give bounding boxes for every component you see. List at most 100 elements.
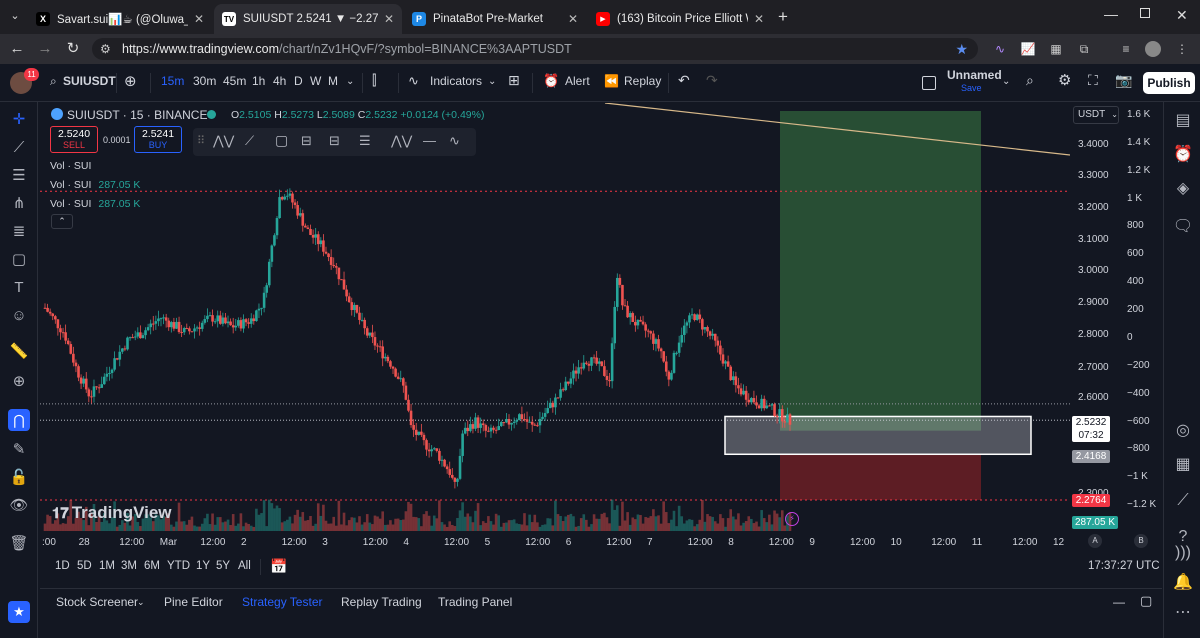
interval-w[interactable]: W bbox=[310, 74, 322, 88]
range-1m[interactable]: 1M bbox=[99, 560, 115, 572]
window-close-icon[interactable]: ✕ bbox=[1176, 7, 1188, 23]
replay-icon[interactable]: ⏪ bbox=[604, 74, 619, 88]
undo-icon[interactable]: ↶ bbox=[678, 72, 690, 88]
profile-avatar[interactable] bbox=[1145, 41, 1161, 57]
publish-button[interactable]: Publish bbox=[1143, 72, 1195, 94]
text-tool-icon[interactable]: T bbox=[14, 279, 24, 296]
browser-tab-tradingview[interactable]: TV SUIUSDT 2.5241 ▼ −2.27% Unn ✕ bbox=[214, 4, 402, 34]
collapse-legend-chevron-icon[interactable]: ⌃ bbox=[51, 214, 73, 229]
layout-checkbox-icon[interactable] bbox=[922, 76, 936, 90]
dots-menu-icon[interactable]: ⋯ bbox=[1175, 604, 1191, 621]
rectangle-shape-icon[interactable]: ▢ bbox=[11, 251, 27, 268]
watchlist-icon[interactable]: ▤ bbox=[1175, 112, 1191, 129]
tab-list-chevron-icon[interactable]: ⌄ bbox=[10, 10, 20, 22]
range-1y[interactable]: 1Y bbox=[196, 560, 211, 572]
pitchfork-icon[interactable]: ⋔ bbox=[12, 195, 26, 212]
indicators-button[interactable]: Indicators bbox=[430, 74, 483, 88]
interval-15m[interactable]: 15m bbox=[161, 74, 185, 88]
compare-symbol-icon[interactable]: ⊕ bbox=[124, 73, 137, 90]
new-tab-button[interactable]: + bbox=[778, 7, 788, 26]
auto-scale-toggle[interactable]: A bbox=[1088, 534, 1102, 548]
chart-symbol-title[interactable]: SUIUSDT · 15 · BINANCE bbox=[67, 108, 208, 122]
browser-menu-icon[interactable]: ⋮ bbox=[1176, 42, 1188, 56]
site-settings-icon[interactable]: ⚙ bbox=[100, 42, 111, 56]
chat-icon[interactable]: 🗨 bbox=[1172, 218, 1194, 235]
interval-45m[interactable]: 45m bbox=[223, 74, 247, 88]
elliott-wave-icon[interactable]: ⋀⋁ bbox=[213, 133, 235, 148]
symbol-search-icon[interactable]: ⌕ bbox=[50, 74, 57, 88]
range-6m[interactable]: 6M bbox=[144, 560, 160, 572]
price-range-icon[interactable]: ⊟ bbox=[329, 133, 340, 148]
quick-search-icon[interactable]: ⌕ bbox=[1026, 72, 1034, 88]
horizontal-lines-icon[interactable]: ☰ bbox=[12, 167, 26, 184]
indicators-icon[interactable]: ∿ bbox=[408, 73, 419, 88]
target-icon[interactable]: ◎ bbox=[1176, 422, 1190, 439]
go-to-date-calendar-icon[interactable]: 📅 bbox=[270, 558, 288, 574]
snapshot-camera-icon[interactable]: 📷 bbox=[1115, 72, 1133, 88]
redo-icon[interactable]: ↷ bbox=[706, 72, 718, 88]
volume-legend-3[interactable]: Vol · SUI 287.05 K bbox=[50, 198, 140, 210]
url-bar[interactable]: ⚙ https://www.tradingview.com/chart/nZv1… bbox=[92, 38, 978, 60]
maximize-panel-icon[interactable]: ▢ bbox=[1140, 593, 1153, 608]
extension-chart-icon[interactable]: 📈 bbox=[1020, 42, 1036, 56]
pattern-tool-icon[interactable]: ⋀⋁ bbox=[391, 133, 413, 148]
stream-icon[interactable]: ))) bbox=[1175, 544, 1191, 561]
layers-icon[interactable]: ◈ bbox=[1176, 180, 1190, 197]
browser-tab-pinata[interactable]: P PinataBot Pre-Market ✕ bbox=[404, 4, 586, 34]
close-icon[interactable]: ✕ bbox=[193, 12, 204, 26]
tab-stock-screener[interactable]: Stock Screener bbox=[56, 595, 139, 609]
price-chart[interactable] bbox=[40, 103, 1070, 531]
horizontal-ray-icon[interactable]: — bbox=[423, 133, 436, 148]
reload-icon[interactable]: ↻ bbox=[66, 40, 80, 57]
help-icon[interactable]: ? bbox=[1178, 528, 1188, 545]
path-tool-icon[interactable]: ∿ bbox=[449, 133, 460, 148]
stock-screener-chevron-icon[interactable]: ⌄ bbox=[137, 597, 145, 607]
fib-tool-icon[interactable]: ☰ bbox=[359, 133, 371, 148]
layout-chevron-icon[interactable]: ⌄ bbox=[1002, 76, 1011, 87]
bookmark-star-icon[interactable]: ★ bbox=[955, 41, 968, 57]
currency-selector[interactable]: USDT ⌄ bbox=[1073, 106, 1119, 124]
range-tool-icon[interactable]: ⊟ bbox=[301, 133, 312, 148]
layout-grid-icon[interactable]: ⊞ bbox=[508, 72, 520, 88]
drag-handle-icon[interactable]: ⠿ bbox=[197, 135, 206, 147]
indicators-chevron-icon[interactable]: ⌄ bbox=[488, 76, 497, 87]
range-5y[interactable]: 5Y bbox=[216, 560, 231, 572]
symbol-search-button[interactable]: SUIUSDT bbox=[63, 74, 116, 88]
eye-icon[interactable]: 👁 bbox=[9, 497, 29, 514]
range-5d[interactable]: 5D bbox=[77, 560, 92, 572]
lightning-icon[interactable]: ⚡ bbox=[785, 512, 799, 526]
alert-icon[interactable]: ⏰ bbox=[543, 73, 560, 88]
volume-legend-1[interactable]: Vol · SUI bbox=[50, 160, 92, 172]
range-ytd[interactable]: YTD bbox=[167, 560, 190, 572]
close-icon[interactable]: ✕ bbox=[383, 12, 394, 26]
rectangle-tool-icon[interactable]: ▢ bbox=[275, 132, 289, 148]
calendar-icon[interactable]: ▦ bbox=[1175, 456, 1191, 473]
crosshair-icon[interactable]: ✛ bbox=[12, 111, 26, 128]
candles-chart-type-icon[interactable]: ⫿ bbox=[372, 72, 377, 88]
magnet-icon[interactable]: ⋂ bbox=[8, 409, 30, 431]
lock-icon[interactable]: 🔓 bbox=[9, 469, 29, 486]
interval-30m[interactable]: 30m bbox=[193, 74, 217, 88]
close-icon[interactable]: ✕ bbox=[567, 12, 578, 26]
emoji-icon[interactable]: ☺ bbox=[11, 307, 27, 324]
utc-clock[interactable]: 17:37:27 UTC bbox=[1088, 560, 1160, 572]
restore-icon[interactable] bbox=[1140, 8, 1150, 18]
range-3m[interactable]: 3M bbox=[121, 560, 137, 572]
notifications-icon[interactable]: 🔔 bbox=[1173, 574, 1193, 591]
back-arrow-icon[interactable]: ← bbox=[9, 40, 25, 57]
extension-icon[interactable]: ∿ bbox=[994, 42, 1006, 56]
sell-button[interactable]: 2.5240 SELL bbox=[50, 126, 98, 153]
lock-drawing-icon[interactable]: ✎ bbox=[12, 441, 26, 458]
star-favorites-icon[interactable]: ★ bbox=[8, 601, 30, 623]
trash-icon[interactable]: 🗑 bbox=[9, 535, 29, 552]
tab-replay-trading[interactable]: Replay Trading bbox=[341, 595, 422, 609]
trend-line-icon[interactable]: ⟋ bbox=[13, 139, 25, 156]
settings-gear-icon[interactable]: ⚙ bbox=[1058, 72, 1072, 89]
tab-pine-editor[interactable]: Pine Editor bbox=[164, 595, 223, 609]
buy-button[interactable]: 2.5241 BUY bbox=[134, 126, 182, 153]
extension-calendar-icon[interactable]: ▦ bbox=[1050, 42, 1062, 56]
interval-1h[interactable]: 1h bbox=[252, 74, 266, 88]
browser-tab-x[interactable]: X Savart.sui📊☕ (@Oluwa_seunC ✕ bbox=[28, 4, 212, 34]
reading-list-icon[interactable]: ≡ bbox=[1122, 42, 1130, 56]
ideas-icon[interactable]: ⟋ bbox=[1177, 492, 1189, 509]
